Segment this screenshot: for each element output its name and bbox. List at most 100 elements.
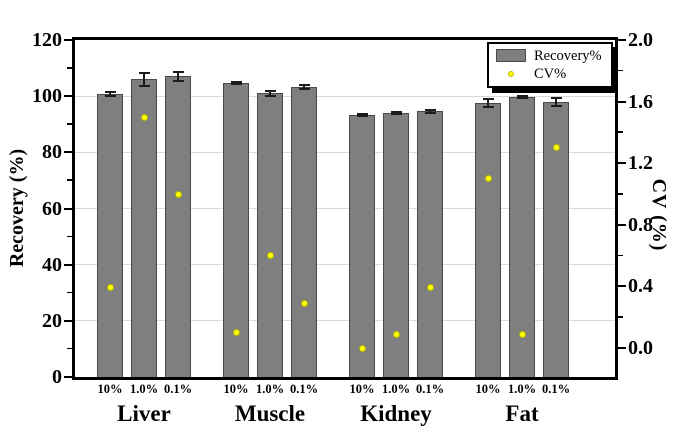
error-bar-cap-bottom [264,94,276,97]
cv-dot [426,284,434,292]
cv-dot [358,344,366,352]
gridline-40 [75,264,615,266]
legend-entry-recovery: Recovery% [496,47,602,64]
error-bar-cap-bottom [298,87,310,90]
error-bar-line [487,98,489,107]
error-bar-line [521,96,523,99]
x-sublabel: 10% [475,382,501,396]
x-sublabel: 10% [349,382,375,396]
left-axis-minor-tick [67,347,72,350]
cv-dot [266,252,274,260]
recovery-bar [417,111,443,377]
error-bar-line [303,85,305,89]
legend-entry-cv: CV% [496,65,602,82]
recovery-bar [97,93,123,377]
error-bar-cap-top [390,111,402,114]
gridline-80 [75,151,615,153]
error-bar-line [177,71,179,81]
right-axis-tick-label: 1.6 [628,90,653,113]
error-bar-cap-bottom [550,104,562,107]
recovery-bar [131,79,157,377]
error-bar-cap-top [424,108,436,111]
error-bar-line [395,112,397,115]
recovery-bar [543,101,569,377]
error-bar-cap-bottom [138,84,150,87]
right-axis-minor-tick [618,69,623,72]
error-bar-cap-top [516,95,528,98]
left-axis-tick-label: 60 [42,197,62,220]
right-axis-major-tick [618,39,626,41]
error-bar-cap-bottom [104,94,116,97]
left-axis-tick-label: 120 [32,29,62,51]
gridline-20 [75,320,615,322]
error-bar-cap-top [230,80,242,83]
x-group-label: Kidney [360,401,432,426]
recovery-bar [257,93,283,377]
x-group-label: Fat [505,401,539,426]
right-axis-minor-tick [618,131,623,133]
x-sublabel: 1.0% [129,382,159,396]
error-bar-line [143,72,145,86]
right-axis-tick-label: 0.4 [628,275,653,298]
error-bar-cap-bottom [424,112,436,115]
right-axis-major-tick [618,162,626,165]
error-bar-line [109,91,111,96]
error-bar-cap-top [550,96,562,99]
recovery-bar [165,76,191,377]
error-bar-cap-bottom [230,83,242,86]
cv-dot [392,330,400,338]
cv-dot-marker-icon [508,70,514,77]
x-sublabel: 0.1% [541,382,571,396]
legend-label-cv: CV% [534,65,567,82]
left-axis-tick-label: 40 [42,253,62,276]
cv-dot [232,329,240,337]
gridline-100 [75,95,615,97]
x-sublabel: 0.1% [289,382,319,396]
recovery-bar [509,97,535,377]
cv-dot [484,175,492,183]
right-axis-tick-label: 0.0 [628,337,653,359]
error-bar-line [555,97,557,106]
recovery-bar [349,114,375,377]
legend-label-recovery: Recovery% [534,47,602,64]
left-axis-major-tick [64,95,72,98]
error-bar-cap-bottom [482,105,494,108]
right-axis-major-tick [618,285,626,288]
left-axis-major-tick [64,319,72,322]
recovery-bar [223,82,249,377]
left-axis-minor-tick [67,123,72,125]
left-axis-major-tick [64,207,72,210]
recovery-bar-swatch-icon [496,49,526,62]
left-axis-major-tick [64,151,72,154]
error-bar-cap-bottom [390,113,402,116]
error-bar-cap-bottom [172,79,184,82]
x-sublabel: 1.0% [507,382,537,396]
right-axis-major-tick [618,223,626,226]
x-sublabel: 10% [97,382,123,396]
right-axis-minor-tick [618,254,623,257]
error-bar-cap-top [298,84,310,87]
left-axis-tick-label: 100 [32,85,62,108]
left-axis-minor-tick [67,67,72,69]
error-bar-cap-top [264,89,276,92]
right-axis-major-tick [618,100,626,103]
cv-dot [140,113,148,121]
error-bar-line [269,90,271,96]
left-axis-major-tick [64,376,72,378]
gridline-60 [75,208,615,209]
cv-dot [552,144,560,152]
left-axis-minor-tick [67,291,72,294]
error-bar-cap-bottom [516,97,528,100]
plot-area [72,37,618,380]
left-axis-tick-label: 80 [42,141,62,164]
cv-dot [106,284,114,292]
x-sublabel: 0.1% [163,382,193,396]
left-axis-tick-label: 20 [42,309,62,332]
error-bar-cap-top [356,112,368,115]
left-axis-tick-label: 0 [52,366,62,388]
right-axis-minor-tick [618,316,623,318]
recovery-bar [291,86,317,377]
left-axis-minor-tick [67,235,72,238]
x-sublabel: 1.0% [255,382,285,396]
left-axis-major-tick [64,39,72,41]
